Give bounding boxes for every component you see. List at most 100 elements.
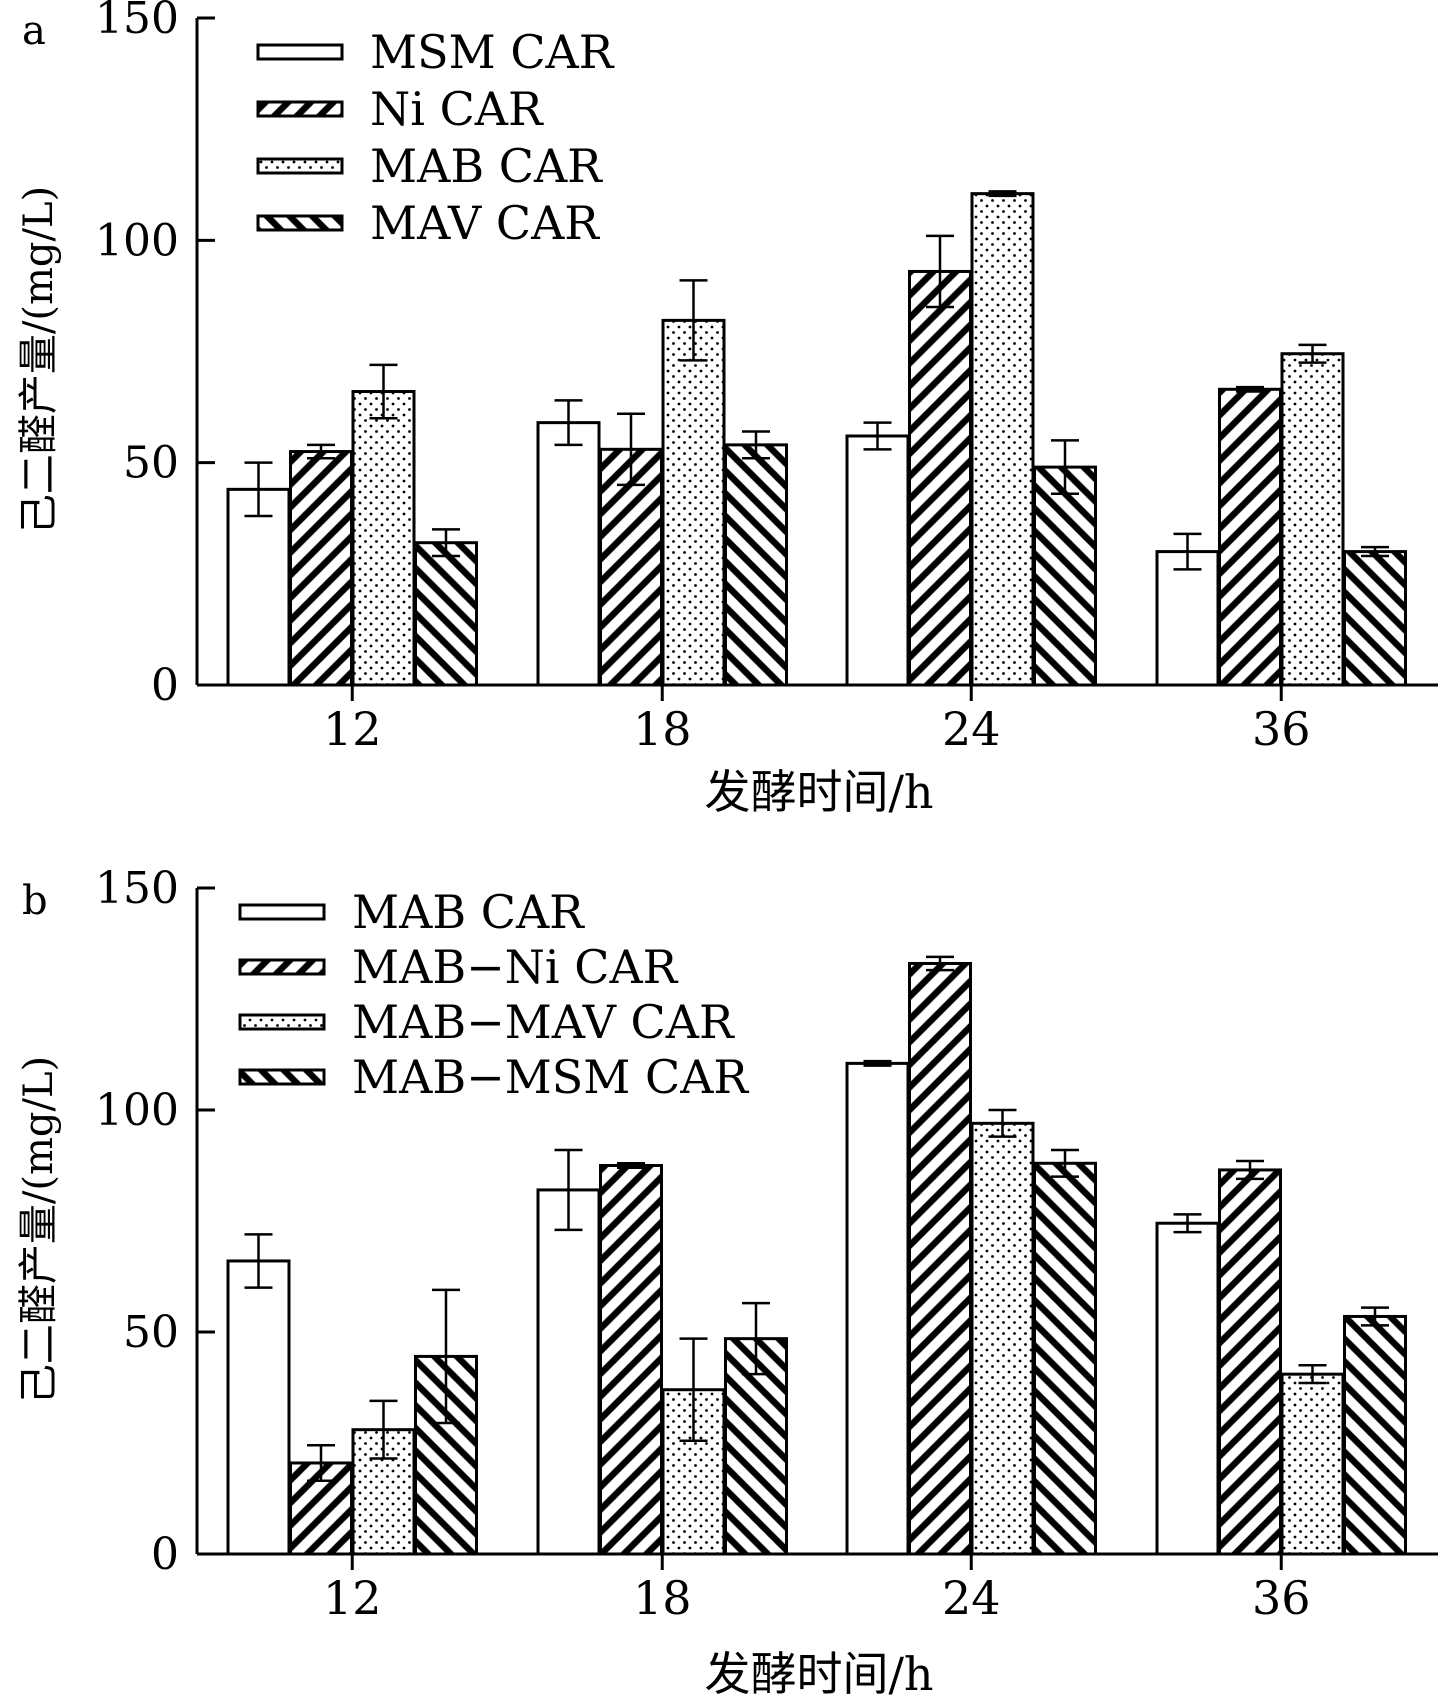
legend-label: MAB−Ni CAR xyxy=(352,940,679,994)
y-tick-label: 50 xyxy=(123,438,179,489)
bar xyxy=(1218,1168,1282,1556)
error-bar xyxy=(554,1148,583,1232)
bar xyxy=(970,192,1035,687)
bar xyxy=(1280,352,1345,687)
error-bar xyxy=(617,1162,645,1169)
bar xyxy=(226,487,291,687)
bar xyxy=(226,1259,291,1556)
error-bar xyxy=(1361,1306,1389,1327)
x-tick-label: 12 xyxy=(323,1571,382,1625)
error-bar xyxy=(244,1233,273,1289)
panel-b: b 己二醛产量/(mg/L) 发酵时间/h 0 50 100 150 12 18 24 36 M… xyxy=(16,863,1438,1696)
bar xyxy=(845,434,910,687)
y-tick-label: 0 xyxy=(151,1529,179,1580)
legend-swatch xyxy=(256,43,344,61)
error-bar xyxy=(926,955,954,972)
bar xyxy=(1280,1372,1345,1556)
error-bar xyxy=(1298,343,1327,364)
panel-label: b xyxy=(22,878,48,924)
error-bar xyxy=(1051,439,1079,496)
legend-label: MAB CAR xyxy=(370,139,603,193)
error-bar xyxy=(863,421,892,451)
y-tick-label: 50 xyxy=(123,1307,179,1358)
bar xyxy=(414,541,478,687)
error-bar xyxy=(742,430,770,460)
bar xyxy=(724,443,788,687)
error-bar xyxy=(863,1059,892,1067)
x-tick-label: 36 xyxy=(1252,702,1311,756)
error-bar xyxy=(1236,385,1264,393)
error-bar xyxy=(307,443,335,460)
legend-label: MAB−MSM CAR xyxy=(352,1050,749,1104)
x-tick-label: 24 xyxy=(942,702,1001,756)
bar xyxy=(845,1061,910,1556)
legend-swatch xyxy=(256,214,344,232)
bar xyxy=(1155,550,1220,687)
y-tick-label: 150 xyxy=(95,0,179,44)
bar xyxy=(536,1188,601,1556)
error-bar xyxy=(742,1301,770,1376)
y-tick-label: 150 xyxy=(95,863,179,914)
legend-swatch xyxy=(238,958,326,976)
legend-swatch xyxy=(256,100,344,118)
error-bar xyxy=(432,1288,460,1425)
bar xyxy=(1155,1221,1220,1556)
error-bar xyxy=(554,399,583,447)
legend-swatch xyxy=(238,1068,326,1086)
bar xyxy=(661,318,726,687)
x-tick-label: 18 xyxy=(633,1571,692,1625)
legend-swatch xyxy=(238,1013,326,1031)
error-bar xyxy=(1173,1213,1202,1234)
error-bar xyxy=(432,528,460,558)
error-bar xyxy=(244,461,273,518)
legend-swatch xyxy=(256,157,344,175)
bar xyxy=(1343,1314,1407,1556)
legend-label: MAV CAR xyxy=(370,196,600,250)
x-tick-label: 12 xyxy=(323,702,382,756)
error-bar xyxy=(1173,532,1202,571)
x-axis-label: 发酵时间/h xyxy=(704,1647,933,1696)
error-bar xyxy=(1361,545,1389,558)
error-bar xyxy=(926,234,954,309)
bar xyxy=(1033,1161,1097,1556)
legend-label: MAB−MAV CAR xyxy=(352,995,735,1049)
y-tick-label: 100 xyxy=(95,215,179,266)
bar xyxy=(536,421,601,687)
bar xyxy=(1343,550,1407,687)
error-bar xyxy=(617,412,645,487)
error-bar xyxy=(369,1399,398,1460)
legend-label: MSM CAR xyxy=(370,25,615,79)
error-bar xyxy=(679,279,708,362)
bar xyxy=(1033,465,1097,687)
legend-label: MAB CAR xyxy=(352,885,585,939)
error-bar xyxy=(1298,1364,1327,1385)
y-axis-label: 己二醛产量/(mg/L) xyxy=(16,1056,62,1404)
y-tick-label: 100 xyxy=(95,1085,179,1136)
panel-label: a xyxy=(22,8,46,54)
error-bar xyxy=(307,1443,335,1482)
legend-label: Ni CAR xyxy=(370,82,544,136)
x-tick-label: 24 xyxy=(942,1571,1001,1625)
bar xyxy=(351,390,416,687)
error-bar xyxy=(679,1337,708,1443)
bar xyxy=(289,450,353,687)
y-axis-label: 己二醛产量/(mg/L) xyxy=(16,186,62,534)
bar xyxy=(908,269,972,687)
panel-a: a 己二醛产量/(mg/L) 发酵时间/h 0 50 100 150 12 18 24 36 M… xyxy=(16,0,1438,819)
bar xyxy=(970,1121,1035,1556)
y-tick-label: 0 xyxy=(151,660,179,711)
error-bar xyxy=(988,1108,1017,1138)
bar xyxy=(1218,387,1282,687)
legend-swatch xyxy=(238,903,326,921)
error-bar xyxy=(1236,1159,1264,1181)
x-tick-label: 36 xyxy=(1252,1571,1311,1625)
x-tick-label: 18 xyxy=(633,702,692,756)
x-axis-label: 发酵时间/h xyxy=(704,765,933,819)
bar xyxy=(908,961,972,1556)
error-bar xyxy=(1051,1148,1079,1178)
bar xyxy=(599,1164,663,1556)
error-bar xyxy=(988,190,1017,198)
